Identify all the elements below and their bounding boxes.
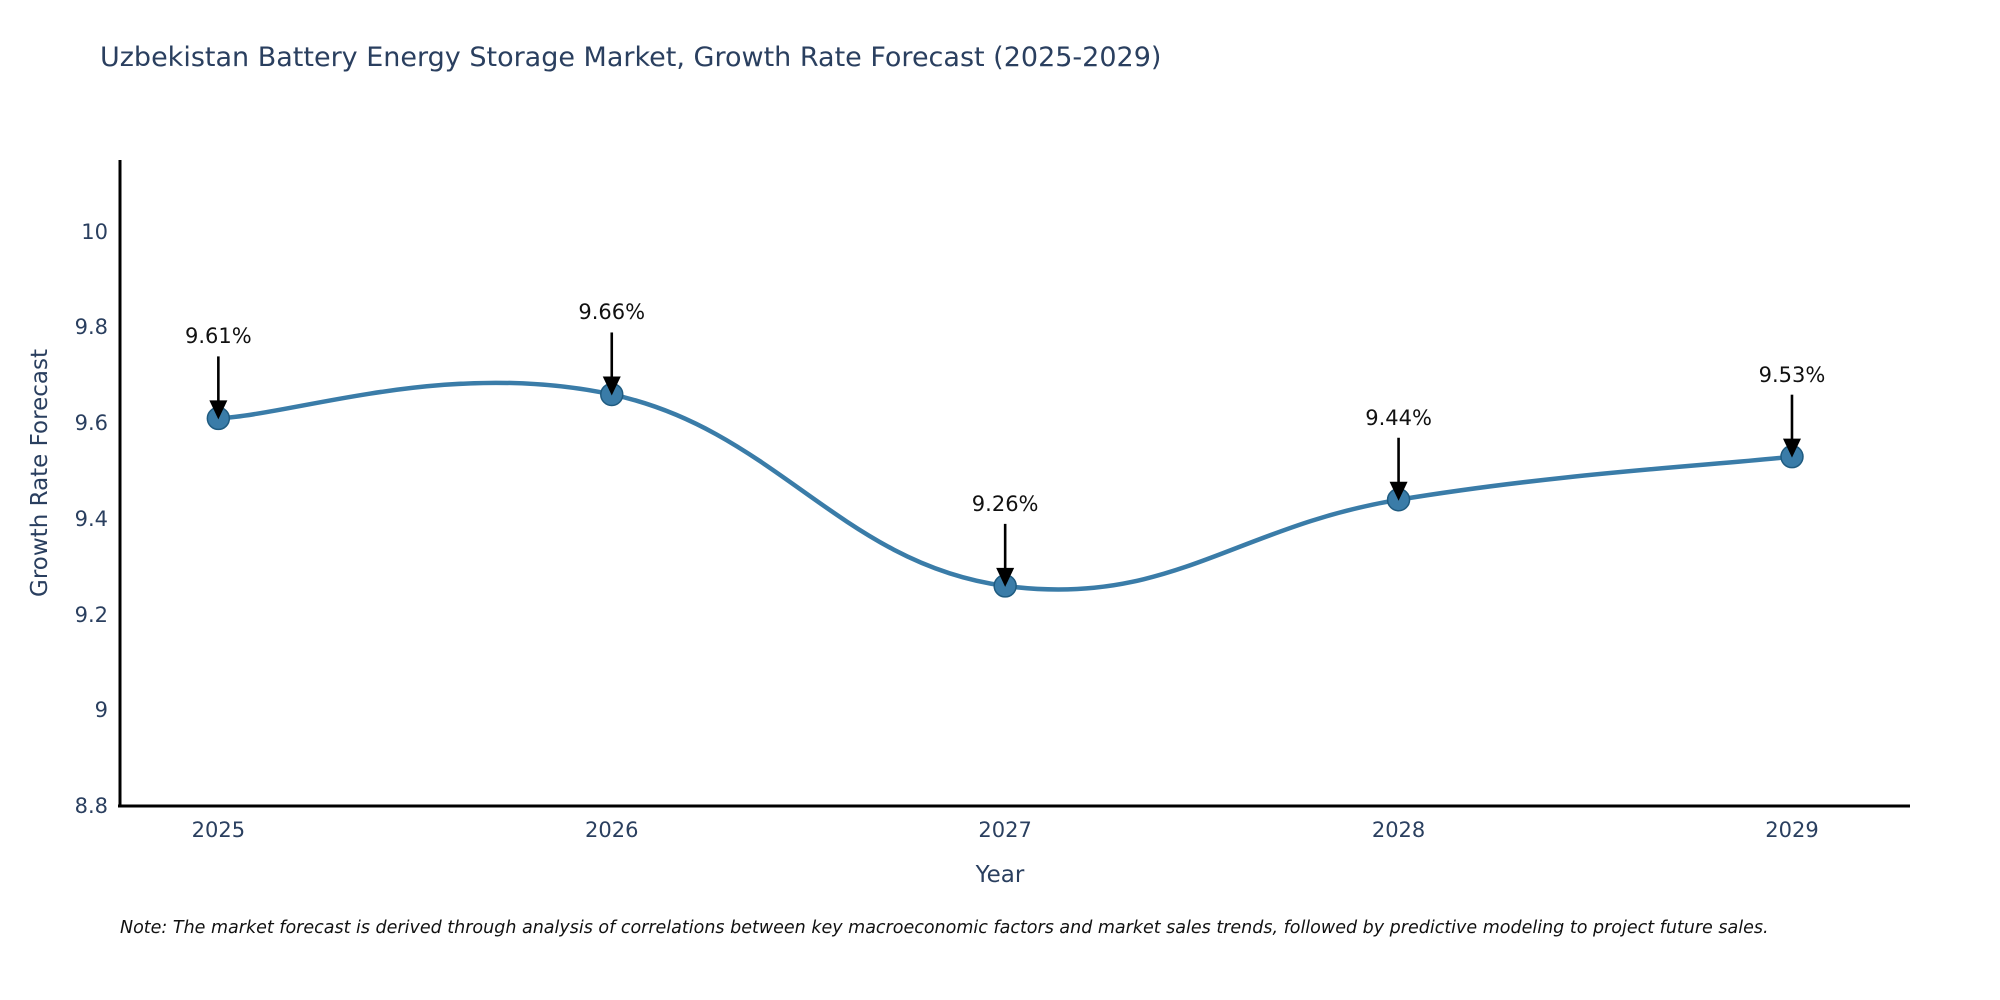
data-point-markers xyxy=(206,382,1804,598)
chart-title: Uzbekistan Battery Energy Storage Market… xyxy=(100,42,1162,73)
data-point-label: 9.44% xyxy=(1365,405,1432,430)
data-point-label: 9.26% xyxy=(971,491,1039,516)
data-point-label: 9.66% xyxy=(578,300,646,325)
data-point-label: 9.53% xyxy=(1758,362,1826,387)
x-tick-label: 2029 xyxy=(1765,818,1819,842)
annotation-arrow-head xyxy=(602,376,621,396)
annotation-arrows xyxy=(209,332,1801,587)
annotation-arrow-head xyxy=(1782,438,1801,458)
x-axis-title: Year xyxy=(975,862,1025,888)
annotation-arrow-head xyxy=(209,400,228,420)
x-tick-label: 2028 xyxy=(1371,818,1426,842)
y-tick-label: 8.8 xyxy=(74,794,108,818)
y-tick-label: 9.2 xyxy=(74,602,108,627)
y-tick-label: 9 xyxy=(94,698,108,723)
y-tick-label: 10 xyxy=(81,219,108,244)
x-tick-label: 2026 xyxy=(585,818,639,842)
footer-note: Note: The market forecast is derived thr… xyxy=(120,918,1769,938)
annotation-arrow-head xyxy=(996,567,1015,587)
annotation-arrow-head xyxy=(1389,481,1408,501)
x-tick-label: 2027 xyxy=(978,818,1032,842)
y-tick-label: 9.8 xyxy=(74,315,108,340)
data-point-label: 9.61% xyxy=(184,324,252,349)
x-tick-label: 2025 xyxy=(191,818,246,842)
y-tick-label: 9.6 xyxy=(74,411,108,436)
y-tick-label: 9.4 xyxy=(74,506,108,531)
